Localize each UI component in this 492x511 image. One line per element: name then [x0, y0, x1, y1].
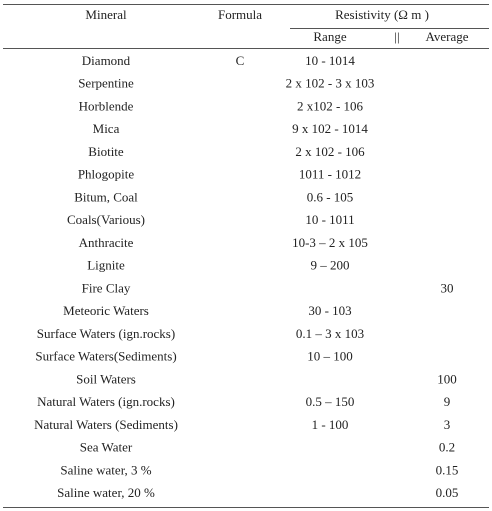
header-cell: Resistivity (Ω m ) [335, 7, 429, 22]
cell-average: 0.05 [436, 485, 459, 500]
cell-range: 2 x 102 - 106 [295, 144, 365, 159]
cell-range: 0.1 – 3 x 103 [296, 326, 364, 341]
cell-average: 30 [441, 280, 454, 295]
cell-range: 10 - 1011 [305, 212, 354, 227]
subheader-cell: Average [425, 29, 468, 44]
cell-mineral: Saline water, 20 % [57, 485, 155, 500]
cell-mineral: Lignite [87, 258, 125, 273]
cell-average: 0.15 [436, 462, 459, 477]
cell-mineral: Biotite [88, 144, 124, 159]
subheader-cell: Range [313, 29, 346, 44]
cell-formula: C [236, 53, 245, 68]
cell-mineral: Natural Waters (Sediments) [34, 417, 178, 432]
cell-average: 100 [437, 371, 457, 386]
cell-range: 10-3 – 2 x 105 [292, 235, 368, 250]
header-cell: Formula [218, 7, 262, 22]
cell-range: 10 – 100 [307, 349, 353, 364]
cell-mineral: Surface Waters (ign.rocks) [37, 326, 175, 341]
cell-mineral: Mica [93, 121, 120, 136]
cell-range: 0.6 - 105 [307, 189, 354, 204]
cell-range: 1 - 100 [312, 417, 349, 432]
cell-average: 9 [444, 394, 451, 409]
cell-range: 30 - 103 [308, 303, 351, 318]
cell-range: 10 - 1014 [305, 53, 355, 68]
cell-mineral: Fire Clay [82, 280, 131, 295]
cell-mineral: Sea Water [80, 440, 133, 455]
cell-mineral: Serpentine [78, 76, 134, 91]
cell-range: 2 x 102 - 3 x 103 [286, 76, 375, 91]
cell-range: 9 x 102 - 1014 [292, 121, 368, 136]
cell-range: 2 x102 - 106 [297, 98, 364, 113]
cell-average: 3 [444, 417, 451, 432]
cell-mineral: Horblende [79, 98, 134, 113]
cell-mineral: Phlogopite [78, 167, 135, 182]
cell-range: 0.5 – 150 [306, 394, 355, 409]
cell-mineral: Surface Waters(Sediments) [35, 349, 176, 364]
cell-mineral: Anthracite [79, 235, 134, 250]
cell-mineral: Soil Waters [76, 371, 136, 386]
cell-average: 0.2 [439, 440, 455, 455]
cell-mineral: Meteoric Waters [63, 303, 149, 318]
cell-mineral: Bitum, Coal [74, 189, 138, 204]
cell-mineral: Diamond [82, 53, 131, 68]
cell-range: 9 – 200 [311, 258, 350, 273]
subheader-cell: || [394, 29, 399, 44]
cell-mineral: Natural Waters (ign.rocks) [37, 394, 175, 409]
cell-mineral: Coals(Various) [67, 212, 145, 227]
header-cell: Mineral [85, 7, 127, 22]
cell-mineral: Saline water, 3 % [60, 462, 151, 477]
cell-range: 1011 - 1012 [299, 167, 361, 182]
